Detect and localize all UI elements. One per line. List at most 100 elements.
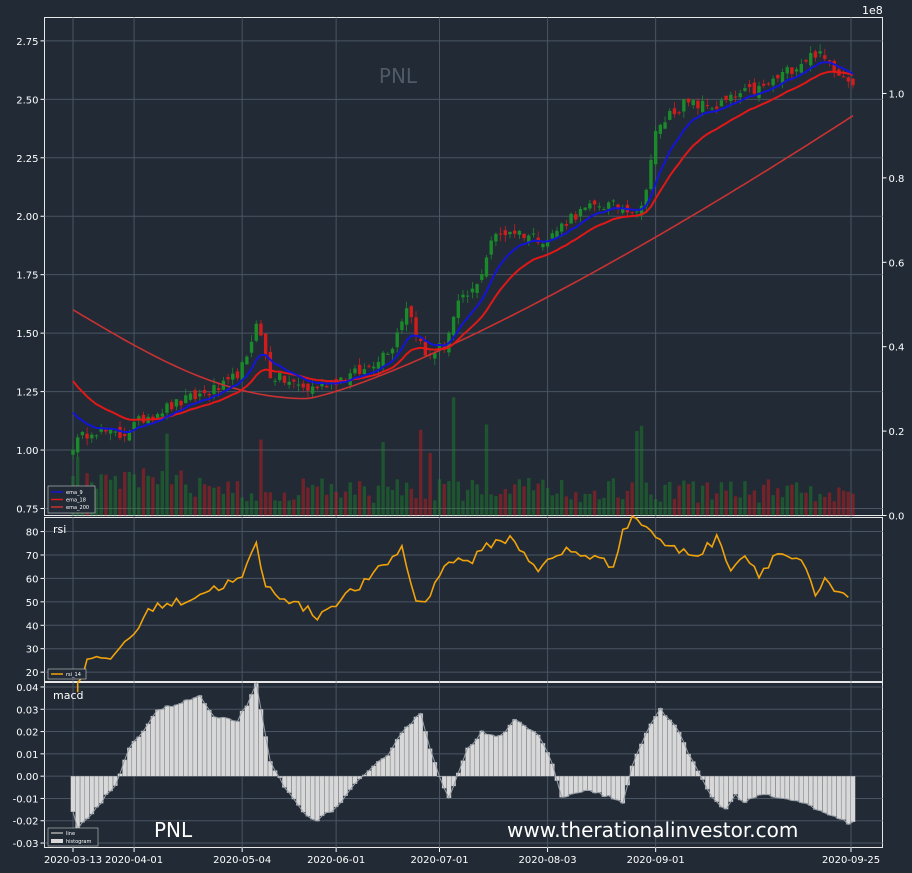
volume-bar	[686, 483, 691, 516]
candle-body	[480, 274, 484, 280]
macd-histogram-bar	[413, 716, 419, 777]
candle-body	[465, 295, 470, 297]
candle-body	[494, 233, 498, 242]
candle-body	[616, 204, 620, 209]
candle-body	[198, 393, 202, 397]
rsi-tick-label: 70	[26, 551, 39, 562]
candle-body	[794, 69, 799, 72]
volume-bar	[498, 494, 503, 516]
candle-body	[400, 321, 404, 331]
macd-histogram-bar	[780, 775, 785, 799]
volume-bar	[118, 488, 122, 516]
volume-bar	[771, 495, 775, 516]
watermark-ticker: PNL	[154, 818, 193, 842]
volume-bar	[677, 485, 681, 516]
price-tick-label: 0.75	[16, 504, 38, 515]
volume-bar	[517, 479, 522, 516]
candle-body	[301, 383, 305, 388]
candle-body	[644, 189, 648, 207]
macd-histogram-bar	[578, 775, 583, 793]
macd-histogram-bar	[803, 775, 809, 804]
volume-bar	[282, 492, 287, 516]
macd-histogram-bar	[141, 730, 146, 777]
volume-bar	[785, 485, 789, 516]
x-tick-label: 2020-04-01	[105, 855, 163, 866]
x-tick-label: 2020-09-01	[627, 855, 685, 866]
x-tick-label: 2020-05-04	[213, 855, 271, 866]
macd-histogram-bar	[653, 716, 659, 777]
macd-histogram-bar	[192, 697, 198, 777]
macd-histogram-bar	[728, 775, 734, 802]
candle-body	[188, 393, 193, 400]
candle-body	[851, 78, 855, 86]
x-tick-label: 2020-03-13	[44, 855, 102, 866]
candle-body	[315, 386, 320, 389]
volume-bar	[334, 491, 338, 516]
macd-histogram-bar	[343, 775, 348, 796]
volume-bar	[113, 475, 117, 516]
volume-bar	[550, 495, 554, 516]
macd-panel	[44, 682, 883, 848]
macd-histogram-bar	[70, 775, 76, 812]
candle-body	[231, 373, 235, 380]
candle-body	[310, 386, 315, 394]
macd-histogram-bar	[643, 732, 649, 777]
volume-bar	[729, 481, 733, 516]
ema-18-line	[72, 70, 854, 421]
macd-histogram-bar	[155, 709, 160, 777]
candle-body	[545, 240, 550, 247]
volume-bar	[400, 495, 404, 516]
volume-bar	[404, 482, 409, 516]
volume-bar	[188, 492, 193, 516]
candle-body	[202, 389, 207, 394]
macd-histogram-bar	[845, 775, 851, 825]
volume-bar	[752, 490, 757, 516]
candle-body	[104, 429, 108, 432]
candle-body	[813, 51, 818, 58]
macd-histogram-bar	[601, 775, 607, 797]
volume-bar	[790, 484, 794, 516]
candle-body	[804, 60, 808, 62]
macd-histogram-bar	[493, 736, 499, 777]
candle-body	[71, 450, 75, 455]
volume-bar	[724, 490, 728, 516]
volume-bar	[743, 481, 747, 516]
volume-bar	[658, 501, 663, 516]
macd-histogram-bar	[225, 718, 231, 777]
macd-histogram-bar	[178, 703, 184, 777]
macd-histogram-bar	[408, 723, 414, 777]
candle-body	[273, 380, 277, 382]
macd-histogram-bar	[432, 762, 438, 777]
volume-tick-label: 0.4	[889, 343, 905, 354]
candle-body	[705, 105, 710, 107]
candle-body	[541, 244, 545, 248]
volume-bar	[231, 492, 235, 516]
macd-histogram-bar	[521, 725, 527, 777]
candle-body	[141, 414, 146, 423]
volume-bar	[503, 489, 507, 516]
watermark-website: www.therationalinvestor.com	[507, 818, 798, 842]
candle-body	[564, 224, 569, 226]
volume-bar	[470, 479, 475, 516]
macd-histogram-bar	[136, 736, 142, 777]
candle-body	[611, 200, 616, 202]
candle-body	[216, 388, 221, 391]
volume-bar	[766, 479, 771, 516]
volume-bar	[179, 470, 183, 516]
candle-body	[846, 77, 851, 82]
macd-histogram-bar	[784, 775, 790, 800]
volume-bar	[672, 498, 677, 516]
volume-tick-label: 0.2	[889, 427, 905, 438]
candle-body	[362, 369, 367, 374]
macd-histogram-bar	[512, 719, 518, 777]
macd-histogram-bar	[667, 719, 673, 777]
volume-bar	[804, 492, 808, 516]
macd-panel-title: macd	[53, 689, 84, 702]
macd-tick-label: 0.03	[16, 705, 38, 716]
volume-bar	[762, 484, 766, 516]
candle-body	[85, 433, 89, 439]
macd-histogram-bar	[333, 775, 339, 808]
macd-histogram-bar	[164, 705, 170, 777]
candle-body	[437, 343, 442, 350]
volume-bar	[644, 482, 648, 516]
